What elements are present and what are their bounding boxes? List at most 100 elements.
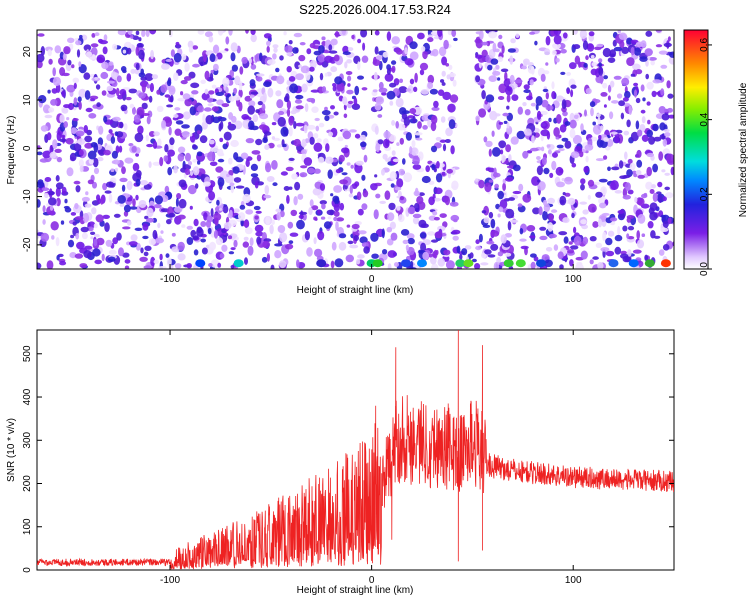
heatmap-cell xyxy=(309,199,314,207)
heatmap-cell xyxy=(47,49,52,57)
heatmap-cell xyxy=(374,174,378,178)
heatmap-cell xyxy=(95,214,104,223)
heatmap-cell xyxy=(648,207,655,215)
heatmap-cell xyxy=(50,99,58,106)
heatmap-cell xyxy=(446,74,451,80)
heatmap-cell xyxy=(662,138,667,147)
heatmap-cell xyxy=(275,208,282,213)
heatmap-cell xyxy=(278,260,287,269)
heatmap-cell xyxy=(135,178,141,187)
heatmap-cell xyxy=(247,245,254,256)
heatmap-cell xyxy=(427,37,434,43)
heatmap-cell xyxy=(108,61,114,66)
heatmap-cell xyxy=(204,88,209,95)
heatmap-cell xyxy=(282,143,287,148)
heatmap-cell xyxy=(504,252,512,257)
heatmap-cell xyxy=(391,120,396,126)
heatmap-cell xyxy=(71,64,75,69)
heatmap-cell xyxy=(70,212,77,216)
heatmap-cell xyxy=(433,100,439,108)
heatmap-cell xyxy=(376,55,383,61)
heatmap-cell xyxy=(295,105,304,110)
heatmap-cell xyxy=(104,222,110,233)
heatmap-cell xyxy=(177,214,186,220)
heatmap-cell xyxy=(164,185,170,194)
heatmap-cell xyxy=(177,97,186,102)
heatmap-cell xyxy=(180,80,188,85)
heatmap-cell xyxy=(75,40,82,46)
heatmap-cell xyxy=(142,235,149,240)
heatmap-cell xyxy=(164,94,171,98)
heatmap-cell xyxy=(122,226,131,230)
heatmap-cell xyxy=(128,88,138,94)
heatmap-cell xyxy=(206,244,210,249)
heatmap-cell xyxy=(541,99,549,108)
heatmap-cell xyxy=(269,224,274,235)
heatmap-cell xyxy=(49,205,54,211)
heatmap-cell xyxy=(447,30,453,36)
heatmap-cell xyxy=(186,225,193,230)
heatmap-cell xyxy=(443,39,449,50)
heatmap-cell xyxy=(524,109,531,116)
heatmap-cell xyxy=(635,69,643,75)
heatmap-cell xyxy=(543,70,550,75)
heatmap-cell xyxy=(398,86,408,94)
heatmap-cell xyxy=(633,47,642,56)
heatmap-cell xyxy=(532,207,541,215)
heatmap-cell xyxy=(418,192,425,197)
heatmap-cell xyxy=(354,133,361,139)
heatmap-cell xyxy=(551,160,557,171)
heatmap-cell xyxy=(478,233,483,243)
heatmap-cell xyxy=(498,121,504,125)
heatmap-cell xyxy=(568,197,576,206)
heatmap-cell xyxy=(413,190,420,197)
heatmap-cell xyxy=(375,96,385,105)
heatmap-cell xyxy=(145,134,149,142)
heatmap-cell xyxy=(177,153,185,162)
heatmap-cell xyxy=(583,62,588,68)
heatmap-cell xyxy=(116,232,122,241)
heatmap-cell xyxy=(440,79,445,83)
heatmap-cell xyxy=(490,230,500,237)
snr-ytick-label: 500 xyxy=(22,345,33,362)
heatmap-cell xyxy=(371,253,379,259)
heatmap-cell xyxy=(576,261,583,266)
heatmap-cell xyxy=(253,205,261,211)
heatmap-cell xyxy=(512,164,521,172)
heatmap-cell xyxy=(263,92,267,103)
heatmap-cell xyxy=(401,110,410,115)
heatmap-cell xyxy=(233,87,238,95)
heatmap-cell xyxy=(626,233,630,239)
heatmap-cell xyxy=(545,105,554,111)
heatmap-cell xyxy=(232,95,241,101)
heatmap-cell xyxy=(668,56,674,65)
heatmap-cell xyxy=(539,226,547,231)
heatmap-cell xyxy=(328,50,338,54)
heatmap-cell xyxy=(507,220,512,231)
heatmap-cell xyxy=(497,56,504,62)
heatmap-cell xyxy=(197,105,204,113)
heatmap-cell xyxy=(350,164,354,169)
heatmap-cell xyxy=(266,176,275,182)
heatmap-cell xyxy=(492,70,501,76)
heatmap-cell xyxy=(309,136,315,145)
heatmap-cell xyxy=(595,191,603,198)
heatmap-cell xyxy=(79,263,88,268)
heatmap-cell xyxy=(480,262,489,266)
heatmap-cell xyxy=(530,147,539,152)
heatmap-hotspot xyxy=(455,259,466,268)
heatmap-cell xyxy=(572,44,581,50)
heatmap-cell xyxy=(362,189,369,198)
heatmap-cell xyxy=(405,132,412,141)
heatmap-cell xyxy=(130,34,134,39)
heatmap-cell xyxy=(400,229,410,236)
heatmap-cell xyxy=(306,48,312,55)
heatmap-cell xyxy=(487,167,495,173)
heatmap-cell xyxy=(539,235,548,241)
heatmap-cell xyxy=(417,121,422,129)
heatmap-cell xyxy=(566,71,571,76)
heatmap-cell xyxy=(311,205,319,211)
heatmap-cell xyxy=(377,139,384,145)
heatmap-cell xyxy=(146,207,154,218)
heatmap-cell xyxy=(386,31,392,42)
